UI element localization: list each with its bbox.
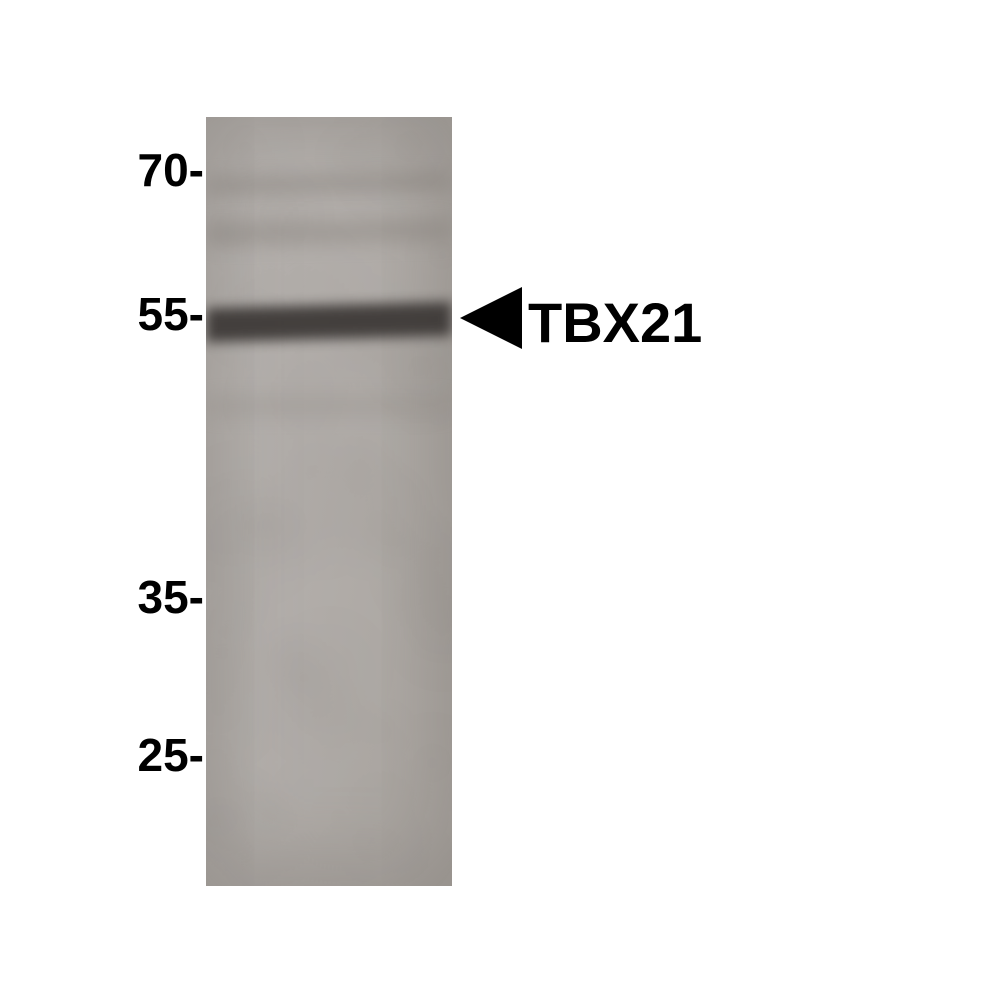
blot-figure: TBX21 70- 55- 35- 25- — [0, 0, 1000, 1000]
mw-marker-25: 25- — [138, 728, 204, 782]
target-arrow-icon — [460, 287, 522, 349]
mw-marker-35: 35- — [138, 570, 204, 624]
blot-lane — [206, 117, 452, 886]
band-main-band — [206, 302, 452, 342]
target-label: TBX21 — [528, 290, 702, 355]
mw-marker-55: 55- — [138, 287, 204, 341]
band-faint-lower — [206, 398, 452, 414]
mw-marker-70: 70- — [138, 143, 204, 197]
